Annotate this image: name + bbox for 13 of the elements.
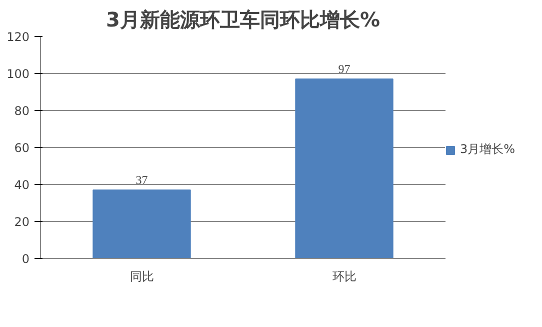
y-tick-label: 80 [14, 104, 30, 118]
y-tick-label: 20 [14, 215, 30, 229]
y-tick-label: 120 [6, 30, 30, 44]
data-label: 97 [338, 62, 350, 76]
legend-label: 3月增长% [460, 141, 516, 158]
data-label: 37 [136, 173, 148, 188]
x-tick-label: 环比 [332, 270, 356, 284]
y-tick-label: 0 [22, 252, 30, 266]
y-tick-label: 60 [14, 141, 30, 155]
y-tick-label: 40 [14, 178, 30, 192]
chart-title: 3月新能源环卫车同环比增长% [106, 8, 380, 32]
y-tick-label: 100 [6, 67, 30, 81]
x-tick-label: 同比 [130, 270, 154, 284]
